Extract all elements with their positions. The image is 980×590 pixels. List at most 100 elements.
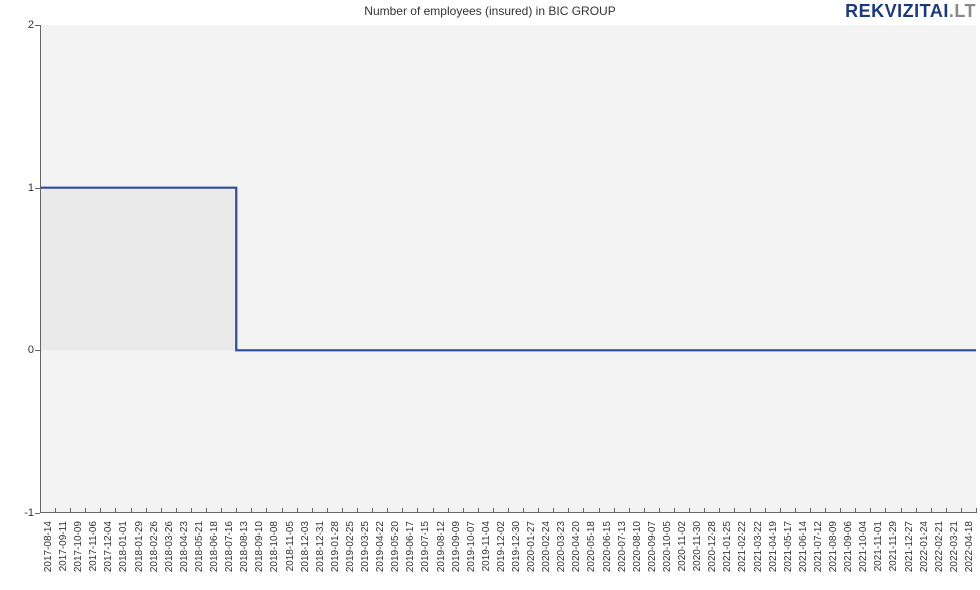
- x-tick-mark: [840, 508, 841, 513]
- chart-title: Number of employees (insured) in BIC GRO…: [0, 4, 980, 18]
- x-tick-label: 2020-05-18: [586, 521, 597, 572]
- x-tick-mark: [85, 508, 86, 513]
- x-tick-label: 2021-08-09: [828, 521, 839, 572]
- x-tick-mark: [372, 508, 373, 513]
- x-tick-label: 2021-01-25: [722, 521, 733, 572]
- x-tick-mark: [266, 508, 267, 513]
- x-tick-label: 2018-07-16: [224, 521, 235, 572]
- x-tick-label: 2018-12-03: [300, 521, 311, 572]
- x-tick-mark: [282, 508, 283, 513]
- x-tick-mark: [704, 508, 705, 513]
- x-tick-label: 2018-03-26: [164, 521, 175, 572]
- x-tick-mark: [689, 508, 690, 513]
- x-tick-label: 2018-04-23: [179, 521, 190, 572]
- x-tick-mark: [493, 508, 494, 513]
- x-tick-label: 2021-07-12: [813, 521, 824, 572]
- x-tick-label: 2021-12-27: [904, 521, 915, 572]
- x-tick-label: 2022-03-21: [949, 521, 960, 572]
- x-tick-label: 2019-03-25: [360, 521, 371, 572]
- watermark-part2: .LT: [949, 1, 976, 21]
- x-tick-label: 2020-12-28: [707, 521, 718, 572]
- x-tick-mark: [765, 508, 766, 513]
- x-tick-label: 2018-10-08: [269, 521, 280, 572]
- x-tick-mark: [176, 508, 177, 513]
- x-tick-mark: [855, 508, 856, 513]
- x-tick-mark: [297, 508, 298, 513]
- x-tick-label: 2020-04-20: [571, 521, 582, 572]
- x-tick-mark: [976, 508, 977, 513]
- x-tick-label: 2020-10-05: [662, 521, 673, 572]
- x-tick-mark: [131, 508, 132, 513]
- x-tick-label: 2019-12-30: [511, 521, 522, 572]
- plot-area: -1012 2017-08-142017-09-112017-10-092017…: [40, 25, 976, 513]
- x-tick-label: 2021-11-01: [873, 521, 884, 571]
- x-tick-mark: [463, 508, 464, 513]
- x-tick-mark: [795, 508, 796, 513]
- x-tick-mark: [961, 508, 962, 513]
- x-tick-label: 2018-12-31: [315, 521, 326, 572]
- x-tick-mark: [659, 508, 660, 513]
- x-tick-label: 2021-11-29: [888, 521, 899, 571]
- x-tick-mark: [146, 508, 147, 513]
- x-tick-label: 2022-04-18: [964, 521, 975, 572]
- x-tick-label: 2019-02-25: [345, 521, 356, 572]
- x-tick-label: 2021-06-14: [798, 521, 809, 572]
- x-tick-label: 2019-06-17: [405, 521, 416, 572]
- x-tick-mark: [870, 508, 871, 513]
- x-tick-mark: [931, 508, 932, 513]
- x-tick-label: 2018-11-05: [285, 521, 296, 571]
- x-tick-label: 2017-10-09: [73, 521, 84, 572]
- x-tick-mark: [433, 508, 434, 513]
- x-tick-mark: [750, 508, 751, 513]
- x-tick-mark: [402, 508, 403, 513]
- x-tick-label: 2018-01-01: [118, 521, 129, 572]
- x-tick-label: 2020-03-23: [556, 521, 567, 572]
- x-tick-mark: [312, 508, 313, 513]
- x-tick-label: 2020-11-02: [677, 521, 688, 571]
- x-tick-label: 2020-02-24: [541, 521, 552, 572]
- x-tick-mark: [568, 508, 569, 513]
- y-tick-mark: [35, 350, 40, 351]
- x-tick-mark: [508, 508, 509, 513]
- x-tick-label: 2018-01-29: [134, 521, 145, 572]
- x-tick-label: 2019-12-02: [496, 521, 507, 572]
- x-tick-mark: [327, 508, 328, 513]
- x-tick-label: 2020-06-15: [602, 521, 613, 572]
- x-tick-mark: [810, 508, 811, 513]
- employee-count-chart: Number of employees (insured) in BIC GRO…: [0, 0, 980, 590]
- x-tick-label: 2019-01-28: [330, 521, 341, 572]
- x-tick-label: 2019-05-20: [390, 521, 401, 572]
- x-tick-mark: [40, 508, 41, 513]
- x-tick-label: 2019-11-04: [481, 521, 492, 571]
- x-tick-label: 2018-05-21: [194, 521, 205, 572]
- x-tick-mark: [417, 508, 418, 513]
- x-tick-label: 2017-11-06: [88, 521, 99, 571]
- x-tick-label: 2020-01-27: [526, 521, 537, 572]
- x-tick-mark: [191, 508, 192, 513]
- x-tick-label: 2017-12-04: [103, 521, 114, 572]
- x-tick-mark: [100, 508, 101, 513]
- x-tick-label: 2022-01-24: [919, 521, 930, 572]
- x-tick-mark: [115, 508, 116, 513]
- x-tick-mark: [387, 508, 388, 513]
- x-tick-mark: [901, 508, 902, 513]
- x-tick-label: 2021-05-17: [783, 521, 794, 572]
- x-tick-mark: [629, 508, 630, 513]
- x-tick-mark: [644, 508, 645, 513]
- y-tick-mark: [35, 513, 40, 514]
- x-tick-label: 2018-09-10: [254, 521, 265, 572]
- x-tick-mark: [236, 508, 237, 513]
- x-tick-mark: [916, 508, 917, 513]
- x-tick-label: 2021-04-19: [768, 521, 779, 572]
- x-tick-mark: [946, 508, 947, 513]
- x-tick-label: 2018-06-18: [209, 521, 220, 572]
- x-tick-mark: [885, 508, 886, 513]
- x-tick-mark: [251, 508, 252, 513]
- x-tick-mark: [523, 508, 524, 513]
- x-tick-mark: [780, 508, 781, 513]
- watermark: REKVIZITAI.LT: [845, 2, 976, 20]
- x-tick-mark: [614, 508, 615, 513]
- watermark-part1: REKVIZITAI: [845, 1, 949, 21]
- x-tick-label: 2019-07-15: [420, 521, 431, 572]
- x-tick-mark: [55, 508, 56, 513]
